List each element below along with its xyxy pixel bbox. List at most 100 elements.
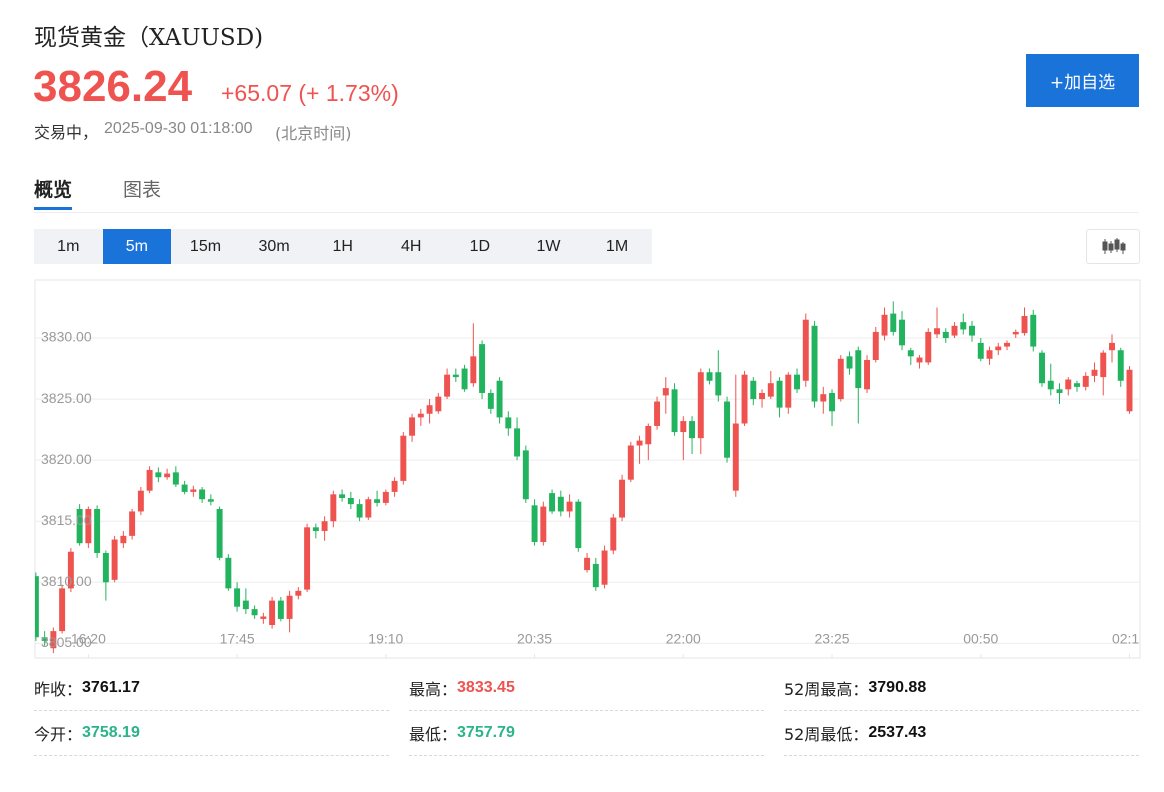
candle-body <box>59 588 66 632</box>
candle-body <box>706 372 713 381</box>
stat-label: 昨收： <box>34 680 83 699</box>
candle-body <box>41 637 48 641</box>
candle-body <box>356 504 363 518</box>
candle-body <box>1074 383 1080 387</box>
candle-body <box>242 600 249 610</box>
candle-body <box>461 368 468 390</box>
stat-value: 3790.88 <box>868 679 927 696</box>
tab[interactable]: 图表 <box>123 179 162 201</box>
x-tick-label: 02:15 <box>1112 631 1147 647</box>
candle-body <box>1047 380 1054 390</box>
candle-body <box>251 609 258 616</box>
candle-body <box>102 552 109 583</box>
candle-body <box>269 600 276 626</box>
candle-body <box>925 331 932 363</box>
candle-body <box>129 511 136 536</box>
candle-body <box>855 350 862 389</box>
candle-body <box>330 494 337 522</box>
candle-body <box>111 539 118 580</box>
candle-body <box>671 389 678 433</box>
candle-body <box>1004 342 1010 347</box>
candle-body <box>557 496 564 512</box>
interval-button[interactable]: 1m <box>57 237 80 255</box>
interval-button[interactable]: 30m <box>258 237 290 255</box>
interval-button[interactable]: 5m <box>102 229 172 264</box>
candle-body <box>951 325 958 336</box>
candle-body <box>776 380 783 408</box>
candle-body <box>575 501 582 549</box>
candle-body <box>759 392 766 400</box>
candle-body <box>391 480 398 492</box>
tab[interactable]: 概览 <box>34 175 73 210</box>
candle-body <box>645 425 652 445</box>
candle-body <box>680 421 687 433</box>
candle-body <box>960 322 967 330</box>
interval-button[interactable]: 1W <box>536 237 561 255</box>
candle-body <box>76 508 83 544</box>
price: 3826.24 <box>33 62 193 111</box>
candle-body <box>636 440 643 446</box>
interval-button[interactable]: 1D <box>469 237 491 255</box>
candle-body <box>1109 342 1115 351</box>
candle-body <box>470 356 477 384</box>
candle-body <box>1012 331 1019 335</box>
candle-body <box>137 490 144 512</box>
candle-body <box>382 491 389 503</box>
candle-body <box>986 350 993 359</box>
candle-body <box>479 344 486 393</box>
candle-body <box>312 527 319 531</box>
candle-body <box>216 508 223 558</box>
candle-body <box>181 484 188 492</box>
candle-body <box>601 550 608 585</box>
candle-body <box>890 313 897 332</box>
candle-body <box>942 331 949 339</box>
stat-item: 最高： 3833.45 <box>409 666 764 711</box>
candle-body <box>277 600 284 619</box>
candle-body <box>1082 375 1089 387</box>
stat-item: 昨收： 3761.17 <box>34 666 389 711</box>
timestamp: 2025-09-30 01:18:00 <box>104 120 253 137</box>
watchlist-button[interactable]: +加自选 <box>1026 54 1139 107</box>
candle-body <box>566 501 573 512</box>
candle-body <box>995 346 1002 351</box>
candle-body <box>155 472 162 478</box>
candle-body <box>225 557 232 589</box>
candle-body <box>409 417 416 436</box>
x-tick-label: 22:00 <box>666 631 701 647</box>
candle-body <box>417 413 424 418</box>
interval-button[interactable]: 1M <box>605 237 629 255</box>
candle-body <box>829 392 836 412</box>
interval-button[interactable]: 1H <box>332 237 353 255</box>
candle-body <box>724 401 731 458</box>
candle-body <box>85 508 92 544</box>
candle-body <box>1065 379 1072 390</box>
candle-icon <box>1102 238 1126 254</box>
candle-body <box>496 380 503 418</box>
candle-body <box>304 527 311 590</box>
candle-body <box>487 392 494 409</box>
interval-button[interactable]: 4H <box>401 237 422 255</box>
x-tick-label: 00:50 <box>963 631 998 647</box>
candle-body <box>802 319 809 381</box>
candle-body <box>35 576 39 638</box>
interval-button[interactable]: 15m <box>189 237 222 255</box>
stat-item: 52周最低： 2537.43 <box>784 711 1139 756</box>
chart-style-button[interactable] <box>1086 229 1140 264</box>
candle-body <box>1021 316 1028 334</box>
stat-item: 最低： 3757.79 <box>409 711 764 756</box>
candle-body <box>1091 369 1098 376</box>
x-tick-label: 20:35 <box>517 631 552 647</box>
candle-body <box>50 631 57 649</box>
stat-label: 最高： <box>409 680 458 699</box>
candle-body <box>505 417 512 429</box>
candle-body <box>627 445 634 480</box>
stat-value: 3761.17 <box>82 679 140 696</box>
candle-body <box>1126 369 1133 412</box>
candle-body <box>347 498 354 505</box>
candle-body <box>164 473 171 478</box>
candle-body <box>531 505 538 542</box>
stat-item: 52周最高： 3790.88 <box>784 666 1139 711</box>
title: 现货黄金（XAUUSD) <box>34 25 264 51</box>
candle-body <box>1039 352 1045 384</box>
